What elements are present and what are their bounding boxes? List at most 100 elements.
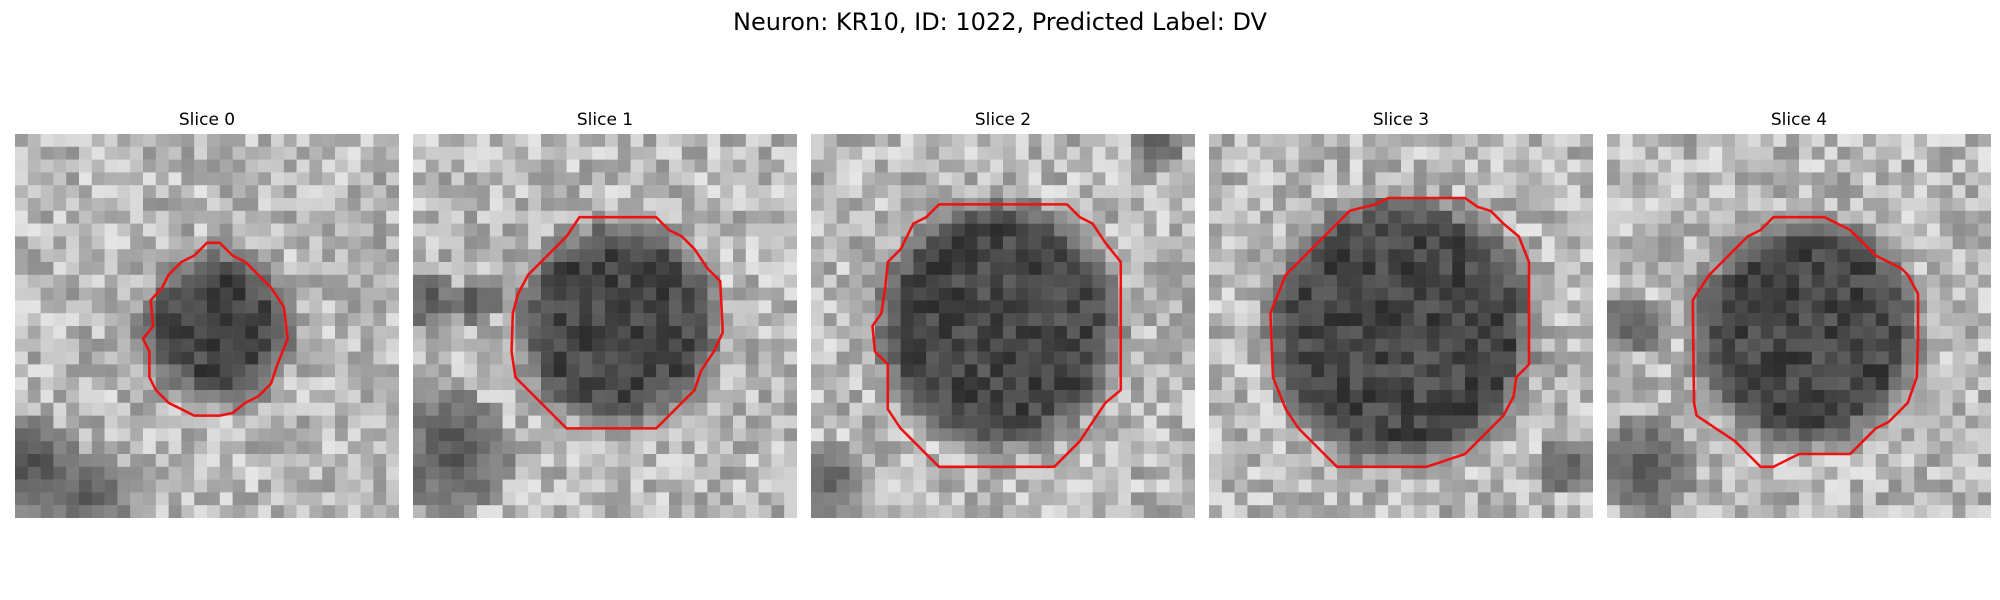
pixel xyxy=(360,274,374,288)
pixel xyxy=(1965,287,1979,301)
pixel xyxy=(656,402,670,416)
pixel xyxy=(194,338,208,352)
pixel xyxy=(335,185,349,199)
pixel xyxy=(477,287,491,301)
pixel xyxy=(1092,210,1106,224)
pixel xyxy=(939,223,953,237)
pixel xyxy=(784,300,797,314)
pixel xyxy=(1362,466,1376,480)
pixel xyxy=(155,249,169,263)
pixel xyxy=(1567,466,1581,480)
pixel xyxy=(117,338,131,352)
pixel xyxy=(579,159,593,173)
pixel xyxy=(515,364,529,378)
pixel xyxy=(811,479,825,493)
pixel xyxy=(990,466,1004,480)
pixel xyxy=(1671,364,1685,378)
pixel xyxy=(1169,198,1183,212)
pixel xyxy=(1349,390,1363,404)
pixel xyxy=(707,249,721,263)
pixel xyxy=(155,159,169,173)
pixel xyxy=(875,236,889,250)
pixel xyxy=(168,492,182,506)
pixel xyxy=(990,210,1004,224)
pixel xyxy=(1671,402,1685,416)
pixel xyxy=(745,326,759,340)
pixel xyxy=(1965,134,1979,148)
pixel xyxy=(168,454,182,468)
pixel-grid xyxy=(811,134,1195,518)
pixel xyxy=(964,390,978,404)
pixel xyxy=(1041,274,1055,288)
pixel xyxy=(951,236,965,250)
pixel xyxy=(771,249,785,263)
pixel xyxy=(900,146,914,160)
pixel xyxy=(1875,505,1889,518)
pixel xyxy=(669,338,683,352)
pixel xyxy=(1118,223,1132,237)
pixel xyxy=(643,134,657,148)
pixel xyxy=(1632,390,1646,404)
pixel xyxy=(758,313,772,327)
pixel xyxy=(1118,415,1132,429)
pixel xyxy=(477,313,491,327)
pixel xyxy=(413,428,427,442)
pixel xyxy=(1337,262,1351,276)
pixel xyxy=(194,326,208,340)
pixel xyxy=(1490,338,1504,352)
pixel xyxy=(117,479,131,493)
pixel xyxy=(181,172,195,186)
pixel xyxy=(656,249,670,263)
pixel xyxy=(489,377,503,391)
pixel xyxy=(887,287,901,301)
pixel xyxy=(194,198,208,212)
pixel xyxy=(1143,287,1157,301)
pixel xyxy=(40,428,54,442)
pixel xyxy=(617,236,631,250)
pixel xyxy=(347,364,361,378)
pixel xyxy=(194,185,208,199)
pixel xyxy=(1337,351,1351,365)
pixel xyxy=(1824,351,1838,365)
pixel xyxy=(887,505,901,518)
pixel xyxy=(1388,479,1402,493)
pixel xyxy=(1092,492,1106,506)
pixel xyxy=(1683,338,1697,352)
pixel xyxy=(168,249,182,263)
pixel xyxy=(489,134,503,148)
pixel xyxy=(1747,390,1761,404)
pixel xyxy=(720,159,734,173)
pixel xyxy=(1554,466,1568,480)
pixel xyxy=(451,364,465,378)
pixel xyxy=(977,185,991,199)
pixel xyxy=(1273,210,1287,224)
pixel xyxy=(1799,415,1813,429)
pixel xyxy=(1375,210,1389,224)
pixel xyxy=(347,415,361,429)
pixel xyxy=(296,479,310,493)
pixel xyxy=(1143,185,1157,199)
pixel xyxy=(1683,300,1697,314)
pixel xyxy=(1105,223,1119,237)
pixel xyxy=(40,313,54,327)
pixel xyxy=(1837,223,1851,237)
pixel xyxy=(1490,287,1504,301)
pixel xyxy=(1658,492,1672,506)
pixel xyxy=(40,338,54,352)
pixel xyxy=(733,338,747,352)
pixel xyxy=(245,287,259,301)
pixel xyxy=(939,390,953,404)
pixel xyxy=(15,390,29,404)
pixel xyxy=(1388,249,1402,263)
pixel xyxy=(1952,402,1966,416)
pixel xyxy=(1182,441,1195,455)
pixel xyxy=(1747,300,1761,314)
pixel xyxy=(1349,479,1363,493)
pixel xyxy=(875,428,889,442)
pixel xyxy=(1952,249,1966,263)
pixel xyxy=(823,415,837,429)
pixel xyxy=(964,172,978,186)
pixel xyxy=(1452,159,1466,173)
pixel xyxy=(79,454,93,468)
pixel xyxy=(1067,210,1081,224)
